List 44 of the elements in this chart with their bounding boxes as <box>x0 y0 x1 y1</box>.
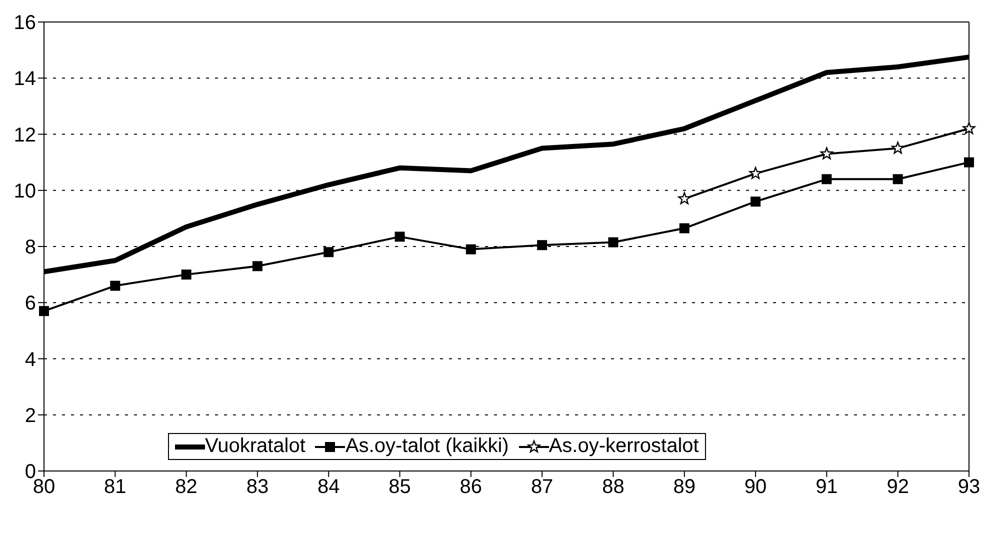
point <box>678 192 691 204</box>
point <box>608 237 618 248</box>
x-tick-label: 86 <box>460 476 482 498</box>
point <box>892 142 904 154</box>
point <box>466 244 476 254</box>
point <box>822 174 832 184</box>
y-tick-label: 2 <box>24 404 36 427</box>
point <box>820 147 833 160</box>
point <box>892 174 903 184</box>
x-tick-label: 83 <box>246 476 269 498</box>
x-tick-label: 82 <box>175 476 198 498</box>
y-tick-label: 10 <box>14 180 36 202</box>
point <box>181 270 192 280</box>
x-tick-label: 80 <box>32 476 56 498</box>
x-tick-label: 92 <box>886 476 909 498</box>
y-tick-label: 16 <box>14 12 36 34</box>
point <box>394 232 405 242</box>
x-tick-label: 88 <box>602 476 624 498</box>
y-tick-label: 6 <box>24 292 36 315</box>
x-tick-label: 91 <box>816 476 838 498</box>
y-tick-label: 8 <box>24 236 36 259</box>
x-tick-label: 85 <box>388 476 411 498</box>
x-tick-label: 81 <box>104 476 126 498</box>
legend-label: As.oy-kerrostalot <box>548 435 699 458</box>
point <box>964 157 974 168</box>
point <box>749 166 762 179</box>
point <box>962 122 976 134</box>
point <box>252 261 262 272</box>
point <box>537 240 548 250</box>
x-tick-label: 84 <box>317 476 340 498</box>
point <box>110 280 120 291</box>
y-tick-label: 4 <box>24 348 36 371</box>
point <box>750 196 761 207</box>
x-tick-label: 87 <box>530 476 554 498</box>
legend-label: Vuokratalot <box>204 435 306 458</box>
point <box>679 223 690 234</box>
legend-label: As.oy-talot (kaikki) <box>344 435 509 458</box>
x-tick-label: 93 <box>958 476 980 498</box>
x-tick-label: 89 <box>673 476 696 498</box>
x-tick-label: 90 <box>744 476 767 498</box>
point <box>39 306 49 316</box>
y-tick-label: 14 <box>14 68 36 90</box>
y-tick-label: 12 <box>14 124 36 146</box>
point <box>324 247 334 258</box>
